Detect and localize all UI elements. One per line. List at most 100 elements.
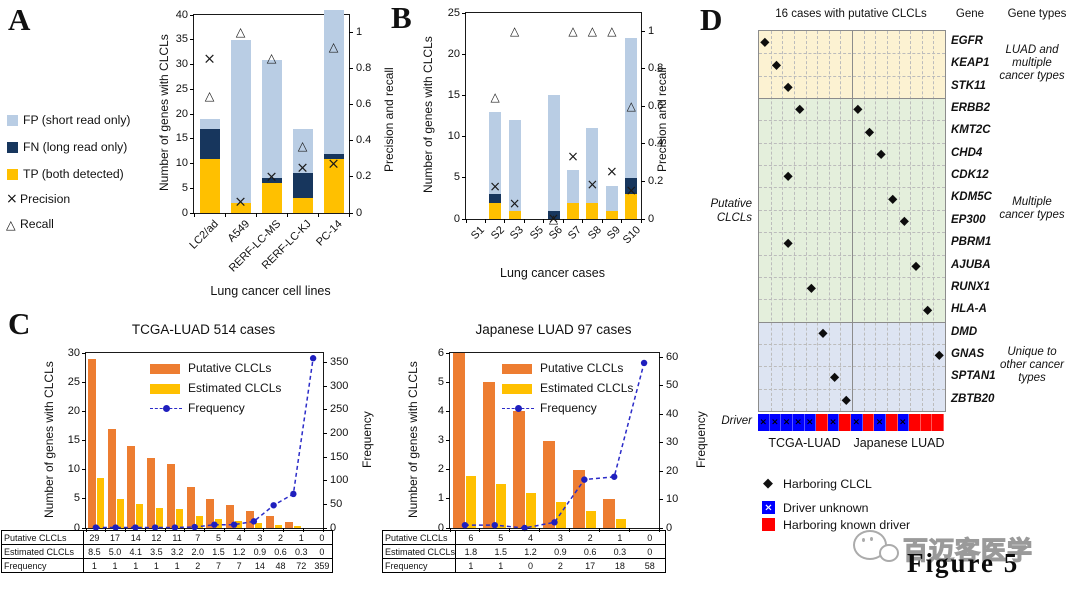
frequency-dot	[521, 524, 528, 532]
y-axis-tick	[446, 498, 450, 500]
precision-marker: ×	[508, 195, 521, 212]
x-axis-tick	[640, 219, 642, 223]
wechat-eye	[862, 538, 865, 542]
frequency-dot	[92, 524, 100, 531]
y-axis-tick	[462, 53, 466, 55]
precision-marker: ×	[625, 182, 638, 199]
driver-x-mark: ×	[806, 417, 814, 427]
gene-type-label: other cancer	[1000, 358, 1064, 371]
wechat-icon	[853, 530, 903, 570]
bar-estimated	[175, 509, 183, 528]
y-axis-tick	[190, 113, 194, 115]
bar-segment-tp	[489, 202, 502, 219]
table-cell: 2	[575, 530, 606, 545]
bar-estimated	[116, 498, 124, 528]
panel-b-chart: 0 5 10 15 20 25 0 0.2 0.4 0.6 0.8 1 S1 S2 S3 S5 S6 S7 S8 S9…	[448, 7, 664, 247]
legend-label: Estimated CLCLs	[188, 381, 282, 395]
y2-axis-tick	[323, 361, 327, 363]
bar-segment-fp	[199, 118, 220, 129]
bar-segment-fn	[261, 178, 282, 184]
precision-marker: ×	[567, 149, 579, 165]
y-axis-tick	[462, 177, 466, 179]
driver-x-mark: ×	[759, 417, 768, 427]
clcl-diamond: ◆	[783, 235, 793, 250]
y-axis-tick	[462, 12, 466, 14]
bar-estimated	[96, 478, 104, 528]
table-cell: 4.1	[125, 544, 147, 559]
y-axis-tick	[82, 469, 86, 471]
y-axis-tick	[190, 64, 194, 65]
bar-estimated	[615, 519, 626, 528]
table-cell: 0	[311, 544, 334, 559]
bar-putative	[87, 358, 96, 528]
legend-label: FP (short read only)	[23, 113, 131, 127]
y2-axis-tick-label: 300	[330, 379, 349, 392]
table-cell: 8.5	[83, 544, 105, 559]
recall-marker: △	[626, 99, 636, 114]
recall-marker: △	[568, 24, 578, 39]
y-axis-tick	[82, 527, 86, 529]
y2-axis-tick-label: 100	[330, 474, 349, 487]
legend-label: Frequency	[540, 401, 597, 415]
y2-axis-label: Frequency	[360, 411, 374, 468]
frequency-dot	[151, 524, 159, 531]
y2-axis-tick	[659, 442, 663, 444]
y-axis-tick-label: 10	[447, 130, 460, 143]
y2-axis-tick	[641, 68, 645, 70]
table-row-label: Putative CLCLs	[381, 530, 457, 545]
y2-axis-tick	[659, 385, 663, 387]
y-axis-tick-label: 0	[181, 206, 188, 219]
driver-cell-unknown: ×	[781, 414, 793, 431]
japanese-luad-table: Putative CLCLs 6 5 4 3 2 1 0 Estimated CLCLs 1.8 1…	[381, 530, 666, 573]
frequency-dot	[309, 355, 317, 362]
recall-marker: △	[607, 24, 617, 39]
recall-marker: △	[587, 24, 597, 39]
matrix-grid-hline	[759, 276, 945, 278]
clcl-diamond: ◆	[783, 168, 793, 183]
bar-estimated	[556, 501, 566, 528]
legend-label: Precision	[20, 192, 71, 206]
driver-cell-known	[885, 414, 898, 431]
matrix-grid-hline	[759, 209, 945, 211]
frequency-dot	[491, 521, 498, 529]
bar-estimated	[254, 522, 262, 528]
matrix-grid-vline	[933, 31, 935, 411]
frequency-dot	[112, 524, 119, 531]
table-cell: 18	[605, 558, 635, 573]
legend-item: △ Recall	[6, 217, 188, 237]
y2-axis-tick	[641, 218, 645, 220]
driver-row-label: Driver	[721, 415, 752, 427]
x-axis-tick	[317, 213, 319, 217]
bar-putative	[107, 428, 116, 528]
legend-label: Frequency	[188, 401, 245, 415]
legend-item: FN (long read only)	[6, 140, 188, 160]
y2-axis-tick-label: 30	[666, 436, 679, 449]
table-cell: 1.5	[485, 544, 516, 559]
table-cell: 0.6	[575, 544, 606, 559]
y-axis-tick	[82, 498, 86, 500]
frequency-dot	[230, 521, 238, 528]
y2-axis-tick-label: 0	[356, 206, 363, 219]
x-axis-tick	[465, 219, 467, 223]
frequency-dot	[171, 524, 179, 531]
matrix-grid-hline	[759, 187, 945, 189]
matrix-grid-hline	[759, 98, 945, 100]
y-axis-tick-label: 15	[175, 132, 188, 145]
bar-estimated	[496, 484, 507, 528]
legend-item: FP (short read only)	[6, 113, 188, 133]
recall-marker: △	[328, 38, 339, 54]
table-cell: 0.9	[249, 544, 271, 559]
table-cell: 2	[270, 530, 291, 545]
table-cell: 1	[104, 558, 126, 573]
bar-segment-tp	[261, 183, 282, 213]
frequency-dot	[551, 519, 558, 526]
y2-axis-tick	[641, 180, 645, 182]
cohort-label-japanese: Japanese LUAD	[853, 436, 945, 450]
cohort-label-tcga: TCGA-LUAD	[768, 436, 841, 450]
gene-label: STK11	[951, 79, 986, 92]
recall-marker: △	[548, 212, 559, 226]
driver-unknown-swatch: ×	[762, 501, 775, 514]
table-cell: 11	[166, 530, 188, 545]
panel-d-header: 16 cases with putative CLCLs	[775, 8, 927, 20]
chart-title: TCGA-LUAD 514 cases	[131, 322, 276, 337]
